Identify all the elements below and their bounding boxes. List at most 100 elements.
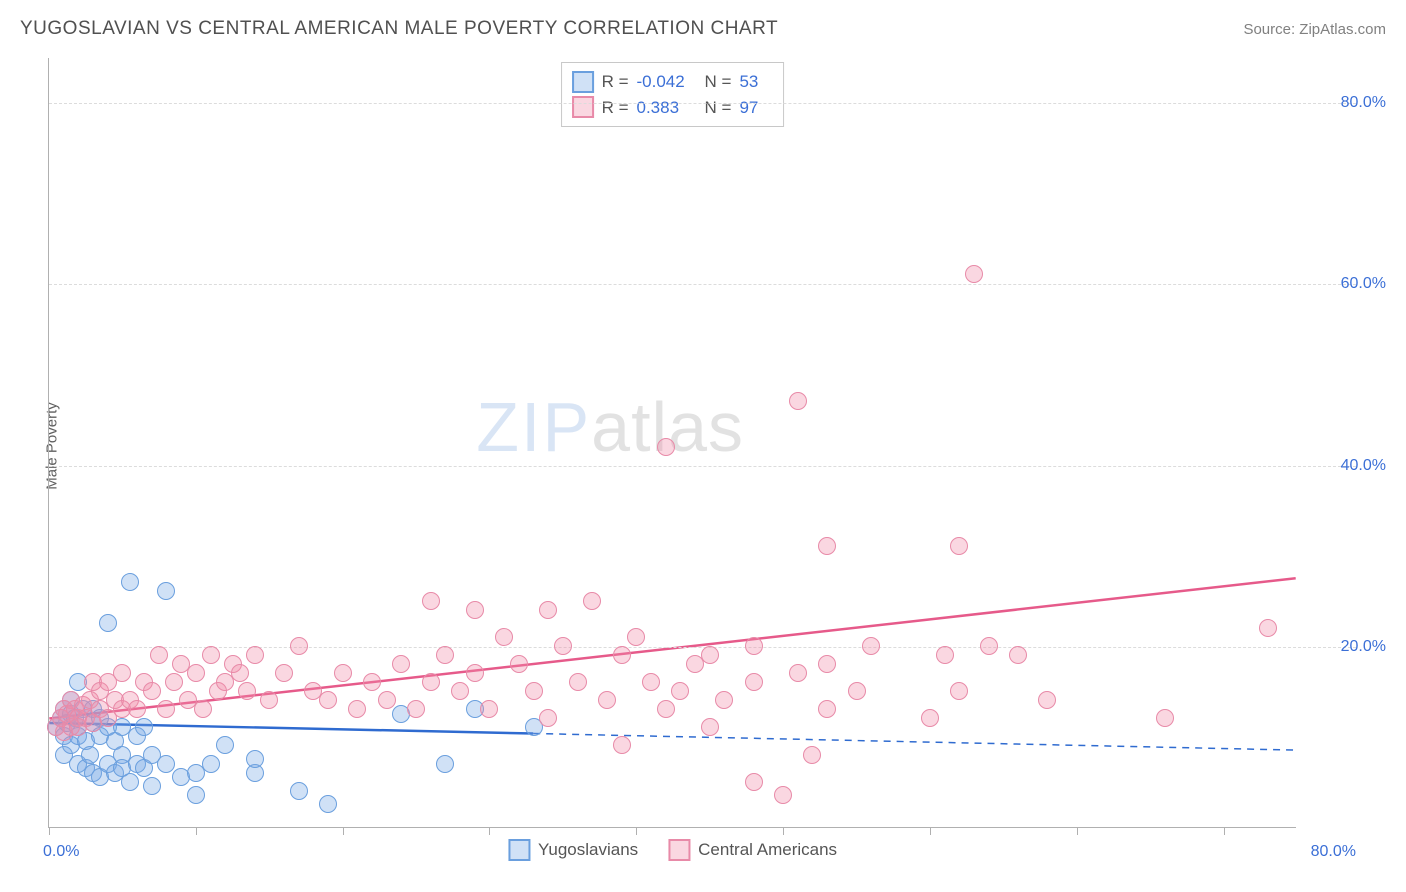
r-label: R = [602,69,629,95]
scatter-point [422,673,440,691]
scatter-point [246,646,264,664]
scatter-point [128,700,146,718]
scatter-point [569,673,587,691]
stats-legend-row: R = -0.042 N = 53 [572,69,770,95]
series-legend-item: Central Americans [668,839,837,861]
scatter-point [451,682,469,700]
scatter-point [921,709,939,727]
x-tick [636,827,637,835]
source-text: Source: ZipAtlas.com [1243,21,1386,38]
scatter-point [539,709,557,727]
scatter-point [319,795,337,813]
watermark-left: ZIP [476,388,591,466]
x-tick [1224,827,1225,835]
scatter-point [275,664,293,682]
n-label: N = [705,95,732,121]
regression-line-solid [49,578,1295,718]
scatter-point [378,691,396,709]
gridline [49,466,1356,467]
x-tick [1077,827,1078,835]
scatter-point [657,438,675,456]
scatter-point [436,646,454,664]
r-value: -0.042 [637,69,697,95]
stats-legend-row: R = 0.383 N = 97 [572,95,770,121]
scatter-point [135,718,153,736]
scatter-point [150,646,168,664]
scatter-point [202,755,220,773]
scatter-point [143,777,161,795]
scatter-point [290,782,308,800]
x-tick [196,827,197,835]
scatter-point [157,755,175,773]
gridline [49,103,1356,104]
scatter-point [238,682,256,700]
scatter-point [613,736,631,754]
stats-legend: R = -0.042 N = 53 R = 0.383 N = 97 [561,62,785,127]
x-tick [930,827,931,835]
x-axis-max-label: 80.0% [1311,843,1356,861]
watermark: ZIPatlas [476,387,744,467]
x-tick [489,827,490,835]
scatter-point [216,736,234,754]
x-axis-min-label: 0.0% [43,843,79,861]
scatter-point [510,655,528,673]
scatter-point [363,673,381,691]
scatter-point [392,655,410,673]
scatter-point [121,573,139,591]
n-value: 97 [739,95,769,121]
series-label: Yugoslavians [538,840,638,860]
scatter-point [436,755,454,773]
x-tick [343,827,344,835]
scatter-point [950,682,968,700]
scatter-point [539,601,557,619]
scatter-point [583,592,601,610]
scatter-point [202,646,220,664]
n-value: 53 [739,69,769,95]
scatter-point [157,700,175,718]
scatter-point [157,582,175,600]
scatter-point [422,592,440,610]
legend-swatch [668,839,690,861]
scatter-point [1259,619,1277,637]
scatter-point [789,664,807,682]
scatter-point [950,537,968,555]
scatter-point [862,637,880,655]
n-label: N = [705,69,732,95]
scatter-point [121,773,139,791]
scatter-point [554,637,572,655]
scatter-point [1156,709,1174,727]
scatter-point [99,614,117,632]
scatter-point [745,673,763,691]
scatter-point [466,664,484,682]
scatter-point [319,691,337,709]
scatter-point [466,601,484,619]
scatter-point [627,628,645,646]
scatter-point [1009,646,1027,664]
scatter-point [642,673,660,691]
scatter-point [774,786,792,804]
scatter-point [657,700,675,718]
scatter-point [334,664,352,682]
x-tick [49,827,50,835]
legend-swatch [508,839,530,861]
scatter-point [701,646,719,664]
scatter-point [1038,691,1056,709]
scatter-point [818,700,836,718]
regression-line-dashed [533,733,1295,750]
r-value: 0.383 [637,95,697,121]
scatter-point [480,700,498,718]
plot-area: ZIPatlas R =-0.042N =53R =0.383N =97 0.0… [48,58,1296,828]
scatter-point [525,682,543,700]
scatter-point [613,646,631,664]
x-tick [783,827,784,835]
scatter-point [818,537,836,555]
scatter-point [965,265,983,283]
r-label: R = [602,95,629,121]
scatter-point [701,718,719,736]
scatter-point [789,392,807,410]
scatter-point [143,682,161,700]
scatter-point [194,700,212,718]
scatter-point [348,700,366,718]
legend-swatch [572,96,594,118]
scatter-point [81,746,99,764]
